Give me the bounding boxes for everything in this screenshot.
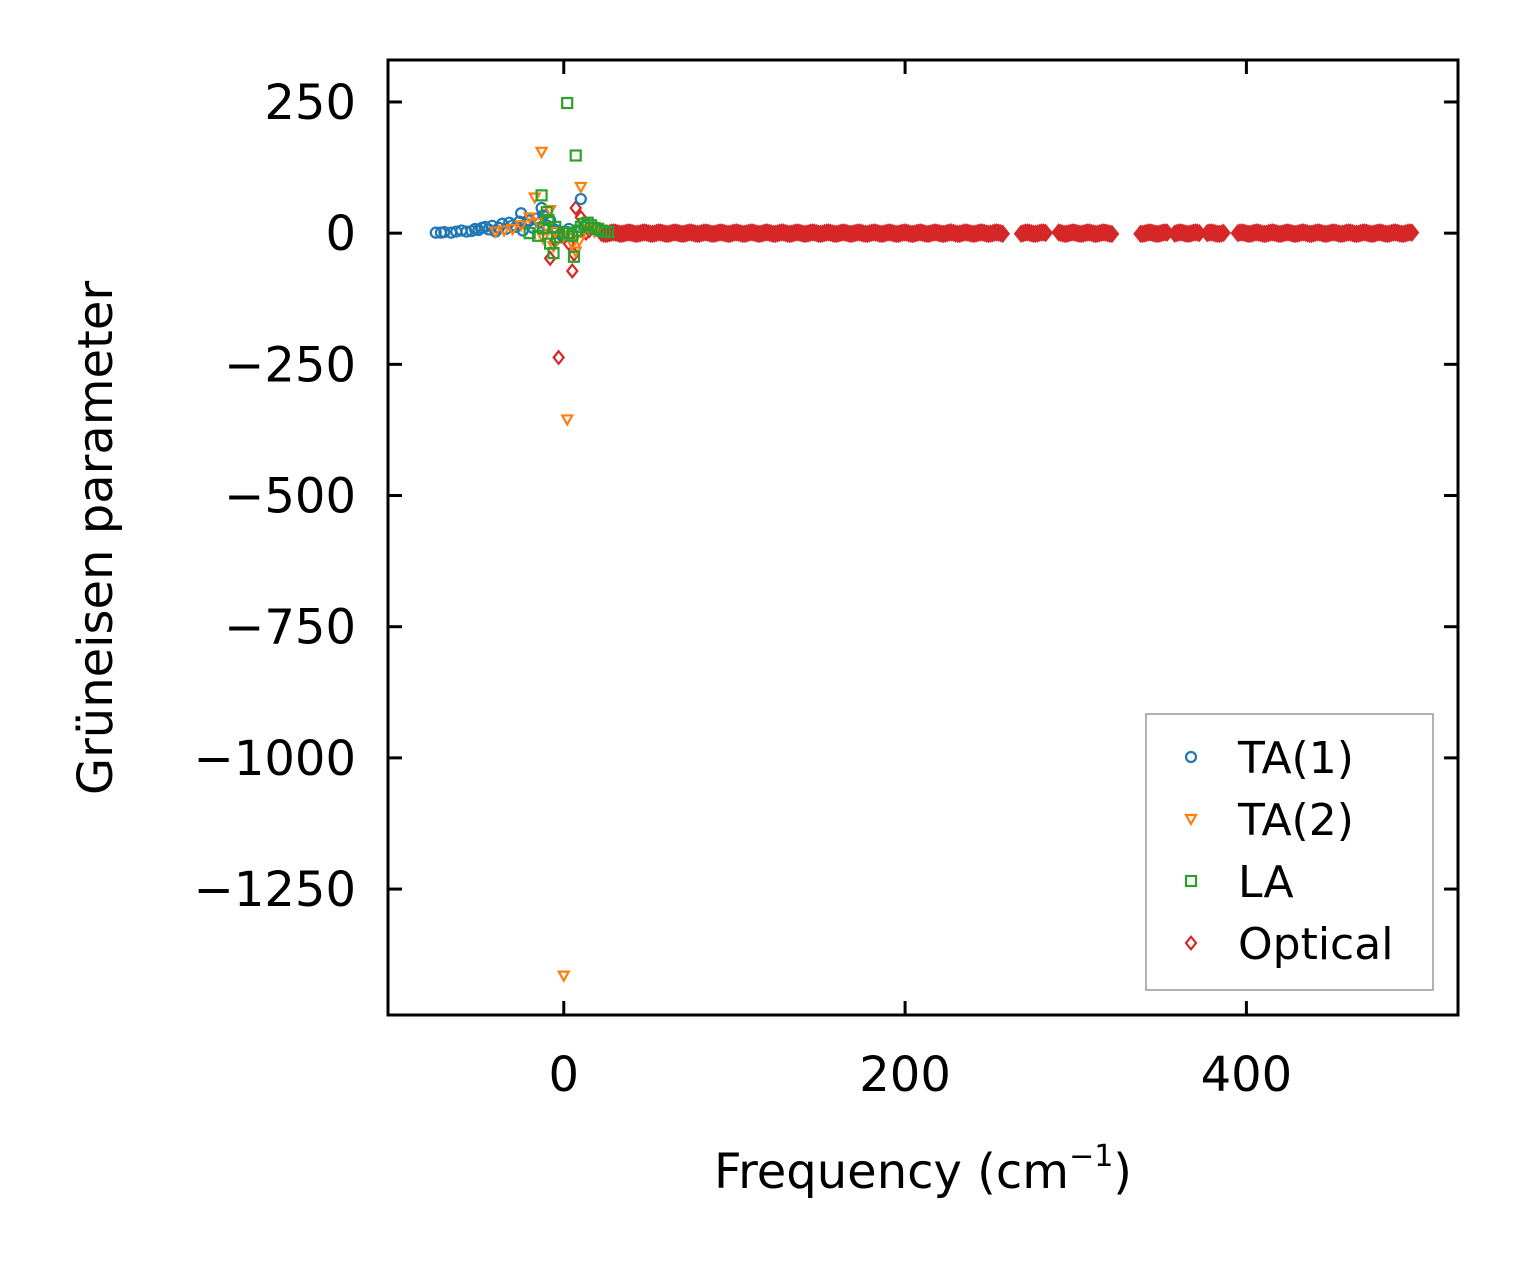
optical-point xyxy=(1187,223,1203,242)
optical-point xyxy=(1185,223,1201,243)
y-tick-label: 0 xyxy=(325,206,356,262)
data-point xyxy=(535,189,548,202)
data-point xyxy=(560,414,575,427)
y-tick-label: −1250 xyxy=(194,862,356,918)
legend-label: Optical xyxy=(1238,919,1393,970)
data-point xyxy=(561,96,574,110)
optical-point xyxy=(1034,223,1050,242)
legend-marker xyxy=(1184,874,1198,888)
x-tick-label: 400 xyxy=(1201,1047,1293,1103)
data-point xyxy=(438,226,451,239)
data-point xyxy=(573,181,588,195)
data-point xyxy=(534,146,549,160)
data-point xyxy=(556,970,571,983)
optical-point xyxy=(1155,223,1171,242)
data-point xyxy=(602,226,615,239)
optical-point xyxy=(1400,223,1416,242)
data-point xyxy=(523,227,536,240)
optical-point xyxy=(1216,223,1231,243)
data-point xyxy=(567,250,581,263)
optical-point xyxy=(1398,224,1414,243)
data-point xyxy=(569,149,582,162)
optical-point xyxy=(1153,223,1169,243)
optical-point xyxy=(991,223,1007,242)
data-point xyxy=(540,206,553,219)
optical-point xyxy=(1038,223,1054,243)
series-ta-2- xyxy=(488,146,605,983)
y-axis-label: Grüneisen parameter xyxy=(68,281,124,796)
legend-label: TA(1) xyxy=(1237,733,1354,784)
series-optical xyxy=(543,199,1420,366)
plot-frame xyxy=(386,58,1460,1017)
data-point xyxy=(552,349,566,366)
optical-point xyxy=(1404,223,1420,242)
optical-point xyxy=(1036,223,1052,242)
legend-label: TA(2) xyxy=(1237,795,1354,846)
data-point xyxy=(565,262,579,279)
y-tick-label: 250 xyxy=(264,75,356,131)
y-tick-label: −500 xyxy=(224,469,356,525)
data-point xyxy=(547,246,560,260)
legend-marker xyxy=(1184,813,1198,827)
data-point xyxy=(497,225,511,238)
data-point xyxy=(562,227,575,240)
x-axis-label: Frequency (cm−1) xyxy=(714,1139,1132,1200)
series-la xyxy=(523,96,615,263)
data-point xyxy=(532,229,545,242)
optical-point xyxy=(1104,224,1120,244)
data-point xyxy=(429,226,442,239)
series-layer xyxy=(429,96,1420,983)
data-point xyxy=(488,226,503,239)
legend-marker xyxy=(1184,750,1198,764)
optical-point xyxy=(1402,223,1418,242)
optical-point xyxy=(1102,224,1118,244)
legend: TA(1) TA(2) LA Optical xyxy=(1145,713,1434,991)
optical-point xyxy=(1209,224,1225,244)
optical-point xyxy=(1189,223,1205,242)
data-point xyxy=(549,220,562,233)
x-tick-label: 0 xyxy=(549,1047,580,1103)
data-point xyxy=(569,199,583,216)
x-tick-label: 200 xyxy=(859,1047,951,1103)
data-point xyxy=(505,223,520,237)
legend-label: LA xyxy=(1238,857,1294,908)
optical-point xyxy=(1212,224,1227,244)
y-tick-label: −750 xyxy=(224,600,356,656)
optical-point xyxy=(1100,223,1116,243)
optical-point xyxy=(993,223,1009,243)
optical-point xyxy=(1214,224,1229,243)
optical-point xyxy=(1157,223,1173,242)
data-point xyxy=(574,192,587,206)
optical-point xyxy=(995,224,1011,244)
y-tick-label: −250 xyxy=(224,337,356,393)
data-point xyxy=(514,220,528,233)
data-point xyxy=(565,238,580,251)
data-point xyxy=(543,250,557,267)
optical-point xyxy=(1032,223,1047,243)
ticks-layer: 0 200 400 250 0 −250 −500 −750 −1000 −1250 xyxy=(194,60,1458,1103)
legend-marker xyxy=(1184,934,1198,952)
y-tick-label: −1000 xyxy=(194,731,356,787)
data-point xyxy=(571,224,584,237)
